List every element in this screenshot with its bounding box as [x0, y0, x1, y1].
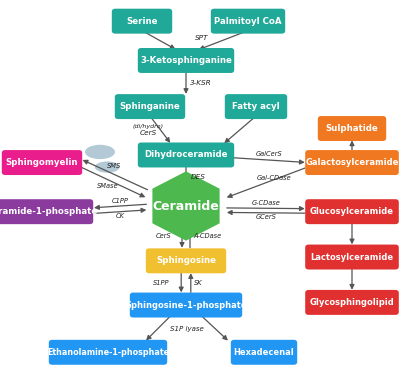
Text: CerS: CerS — [156, 233, 171, 239]
Text: SPT: SPT — [195, 35, 208, 41]
FancyBboxPatch shape — [211, 9, 285, 34]
FancyBboxPatch shape — [138, 48, 234, 73]
FancyBboxPatch shape — [2, 150, 82, 175]
FancyBboxPatch shape — [130, 293, 242, 318]
Text: SK: SK — [194, 280, 203, 286]
Text: Serine: Serine — [126, 17, 158, 26]
FancyBboxPatch shape — [115, 94, 185, 119]
FancyBboxPatch shape — [318, 116, 386, 141]
Text: Hexadecenal: Hexadecenal — [234, 348, 294, 357]
Ellipse shape — [95, 161, 120, 173]
Text: CK: CK — [116, 213, 124, 219]
Text: Ceramide: Ceramide — [153, 200, 219, 212]
Text: Sphingosine-1-phosphate: Sphingosine-1-phosphate — [125, 301, 247, 310]
Text: Fatty acyl: Fatty acyl — [232, 102, 280, 111]
Text: Sphingosine: Sphingosine — [156, 256, 216, 265]
FancyBboxPatch shape — [305, 245, 399, 270]
FancyBboxPatch shape — [112, 9, 172, 34]
Text: GCerS: GCerS — [256, 214, 276, 220]
Text: C1PP: C1PP — [112, 198, 128, 204]
FancyBboxPatch shape — [231, 340, 297, 365]
Text: Glucosylceramide: Glucosylceramide — [310, 207, 394, 216]
Text: Ethanolamine-1-phosphate: Ethanolamine-1-phosphate — [47, 348, 169, 357]
Text: Gal-CDase: Gal-CDase — [257, 175, 291, 181]
Text: Sphinganine: Sphinganine — [120, 102, 180, 111]
Text: (di/hydro): (di/hydro) — [132, 124, 164, 129]
Text: S1PP: S1PP — [153, 280, 169, 286]
Text: 3-KSR: 3-KSR — [190, 80, 211, 86]
FancyBboxPatch shape — [0, 199, 93, 224]
Text: SMase: SMase — [97, 183, 119, 189]
FancyBboxPatch shape — [305, 290, 399, 315]
Text: A-CDase: A-CDase — [193, 233, 222, 239]
Text: Ceramide-1-phosphate: Ceramide-1-phosphate — [0, 207, 98, 216]
Text: 3-Ketosphinganine: 3-Ketosphinganine — [140, 56, 232, 65]
Polygon shape — [152, 171, 220, 241]
Text: Lactosylceramide: Lactosylceramide — [310, 253, 394, 262]
FancyBboxPatch shape — [305, 150, 399, 175]
FancyBboxPatch shape — [305, 199, 399, 224]
Text: Dihydroceramide: Dihydroceramide — [144, 150, 228, 160]
Ellipse shape — [85, 145, 115, 159]
Text: Glycosphingolipid: Glycosphingolipid — [310, 298, 394, 307]
Text: GalCerS: GalCerS — [256, 151, 282, 157]
Text: DES: DES — [190, 174, 205, 180]
FancyBboxPatch shape — [49, 340, 167, 365]
Text: S1P lyase: S1P lyase — [170, 326, 204, 332]
FancyBboxPatch shape — [138, 143, 234, 167]
Text: SMS: SMS — [107, 163, 122, 169]
FancyBboxPatch shape — [146, 248, 226, 273]
Text: Galactosylceramide: Galactosylceramide — [305, 158, 399, 167]
Text: CerS: CerS — [139, 130, 157, 136]
FancyBboxPatch shape — [225, 94, 287, 119]
Text: G-CDase: G-CDase — [252, 200, 280, 206]
Text: Sphingomyelin: Sphingomyelin — [6, 158, 78, 167]
Text: Palmitoyl CoA: Palmitoyl CoA — [214, 17, 282, 26]
Text: Sulphatide: Sulphatide — [326, 124, 378, 133]
